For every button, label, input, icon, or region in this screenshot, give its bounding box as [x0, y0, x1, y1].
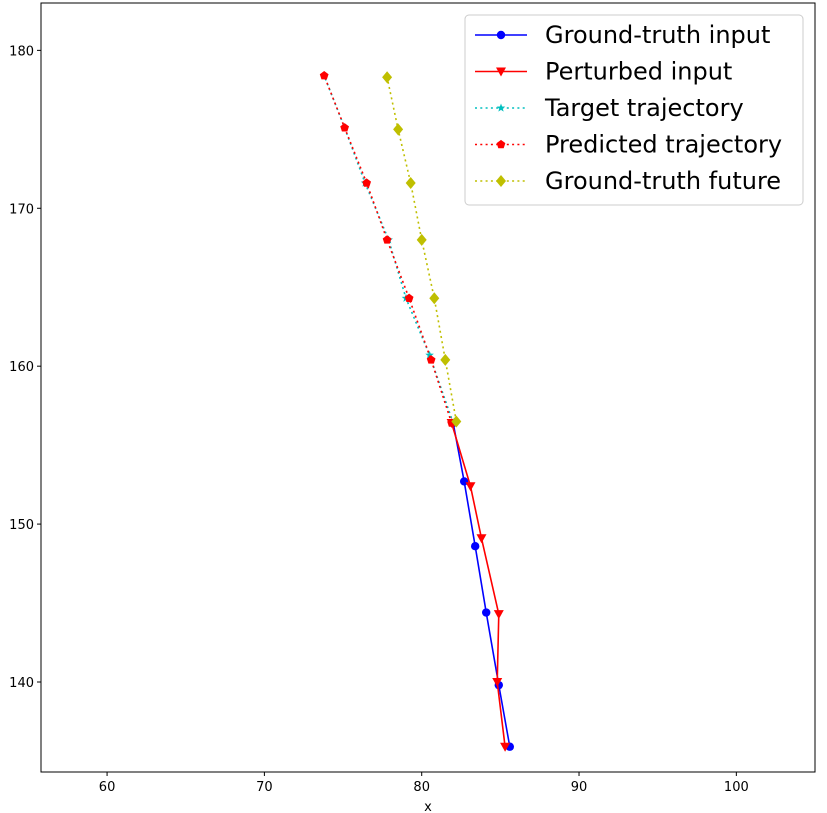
legend-marker	[496, 175, 506, 187]
legend-marker	[496, 67, 506, 77]
y-tick-label: 150	[9, 518, 34, 533]
x-tick-label: 90	[571, 780, 588, 795]
data-point	[493, 610, 504, 620]
data-point	[362, 178, 372, 187]
x-tick-label: 60	[99, 780, 116, 795]
data-point	[382, 71, 393, 84]
legend-label: Ground-truth input	[545, 21, 770, 49]
data-point	[500, 742, 511, 752]
legend-marker	[496, 139, 506, 149]
legend-marker	[496, 30, 506, 40]
y-tick-label: 180	[9, 44, 34, 59]
series-4	[382, 71, 462, 428]
legend-label: Target trajectory	[544, 94, 744, 122]
y-tick-label: 170	[9, 202, 34, 217]
x-tick-label: 70	[256, 780, 273, 795]
data-point	[405, 177, 416, 190]
data-point	[440, 353, 451, 366]
series-marks	[319, 71, 515, 752]
data-point	[425, 350, 434, 359]
legend: Ground-truth input Perturbed input Target …	[464, 14, 804, 206]
legend-marker	[496, 103, 506, 112]
data-point	[470, 541, 480, 551]
x-axis-label: x	[424, 800, 432, 813]
data-point	[492, 677, 503, 687]
series-line	[450, 422, 506, 747]
plot-frame	[40, 2, 816, 773]
legend-entry: Ground-truth input	[475, 21, 770, 49]
x-tick-label: 80	[413, 780, 430, 795]
x-tick-label: 100	[724, 780, 749, 795]
data-point	[340, 123, 349, 132]
data-point	[465, 482, 476, 492]
data-point	[429, 292, 440, 305]
legend-entry: Ground-truth future	[475, 167, 781, 195]
legend-entry: Target trajectory	[475, 94, 744, 122]
data-point	[393, 123, 404, 136]
data-point	[426, 355, 436, 364]
data-point	[416, 233, 427, 246]
data-point	[382, 235, 392, 244]
data-point	[404, 293, 414, 302]
data-point	[476, 534, 487, 544]
axis-ticks: 60 70 80 90 100 140 150 160 170 180	[9, 44, 749, 795]
legend-box	[464, 14, 804, 206]
legend-label: Ground-truth future	[545, 167, 781, 195]
data-point	[319, 71, 329, 80]
series-line	[452, 422, 511, 747]
data-point	[451, 415, 462, 428]
y-tick-label: 160	[9, 360, 34, 375]
legend-entry: Predicted trajectory	[475, 131, 782, 159]
data-point	[482, 608, 491, 617]
legend-label: Perturbed input	[545, 58, 732, 86]
legend-label: Predicted trajectory	[545, 131, 782, 159]
y-tick-label: 140	[9, 676, 34, 691]
legend-entry: Perturbed input	[475, 58, 732, 86]
